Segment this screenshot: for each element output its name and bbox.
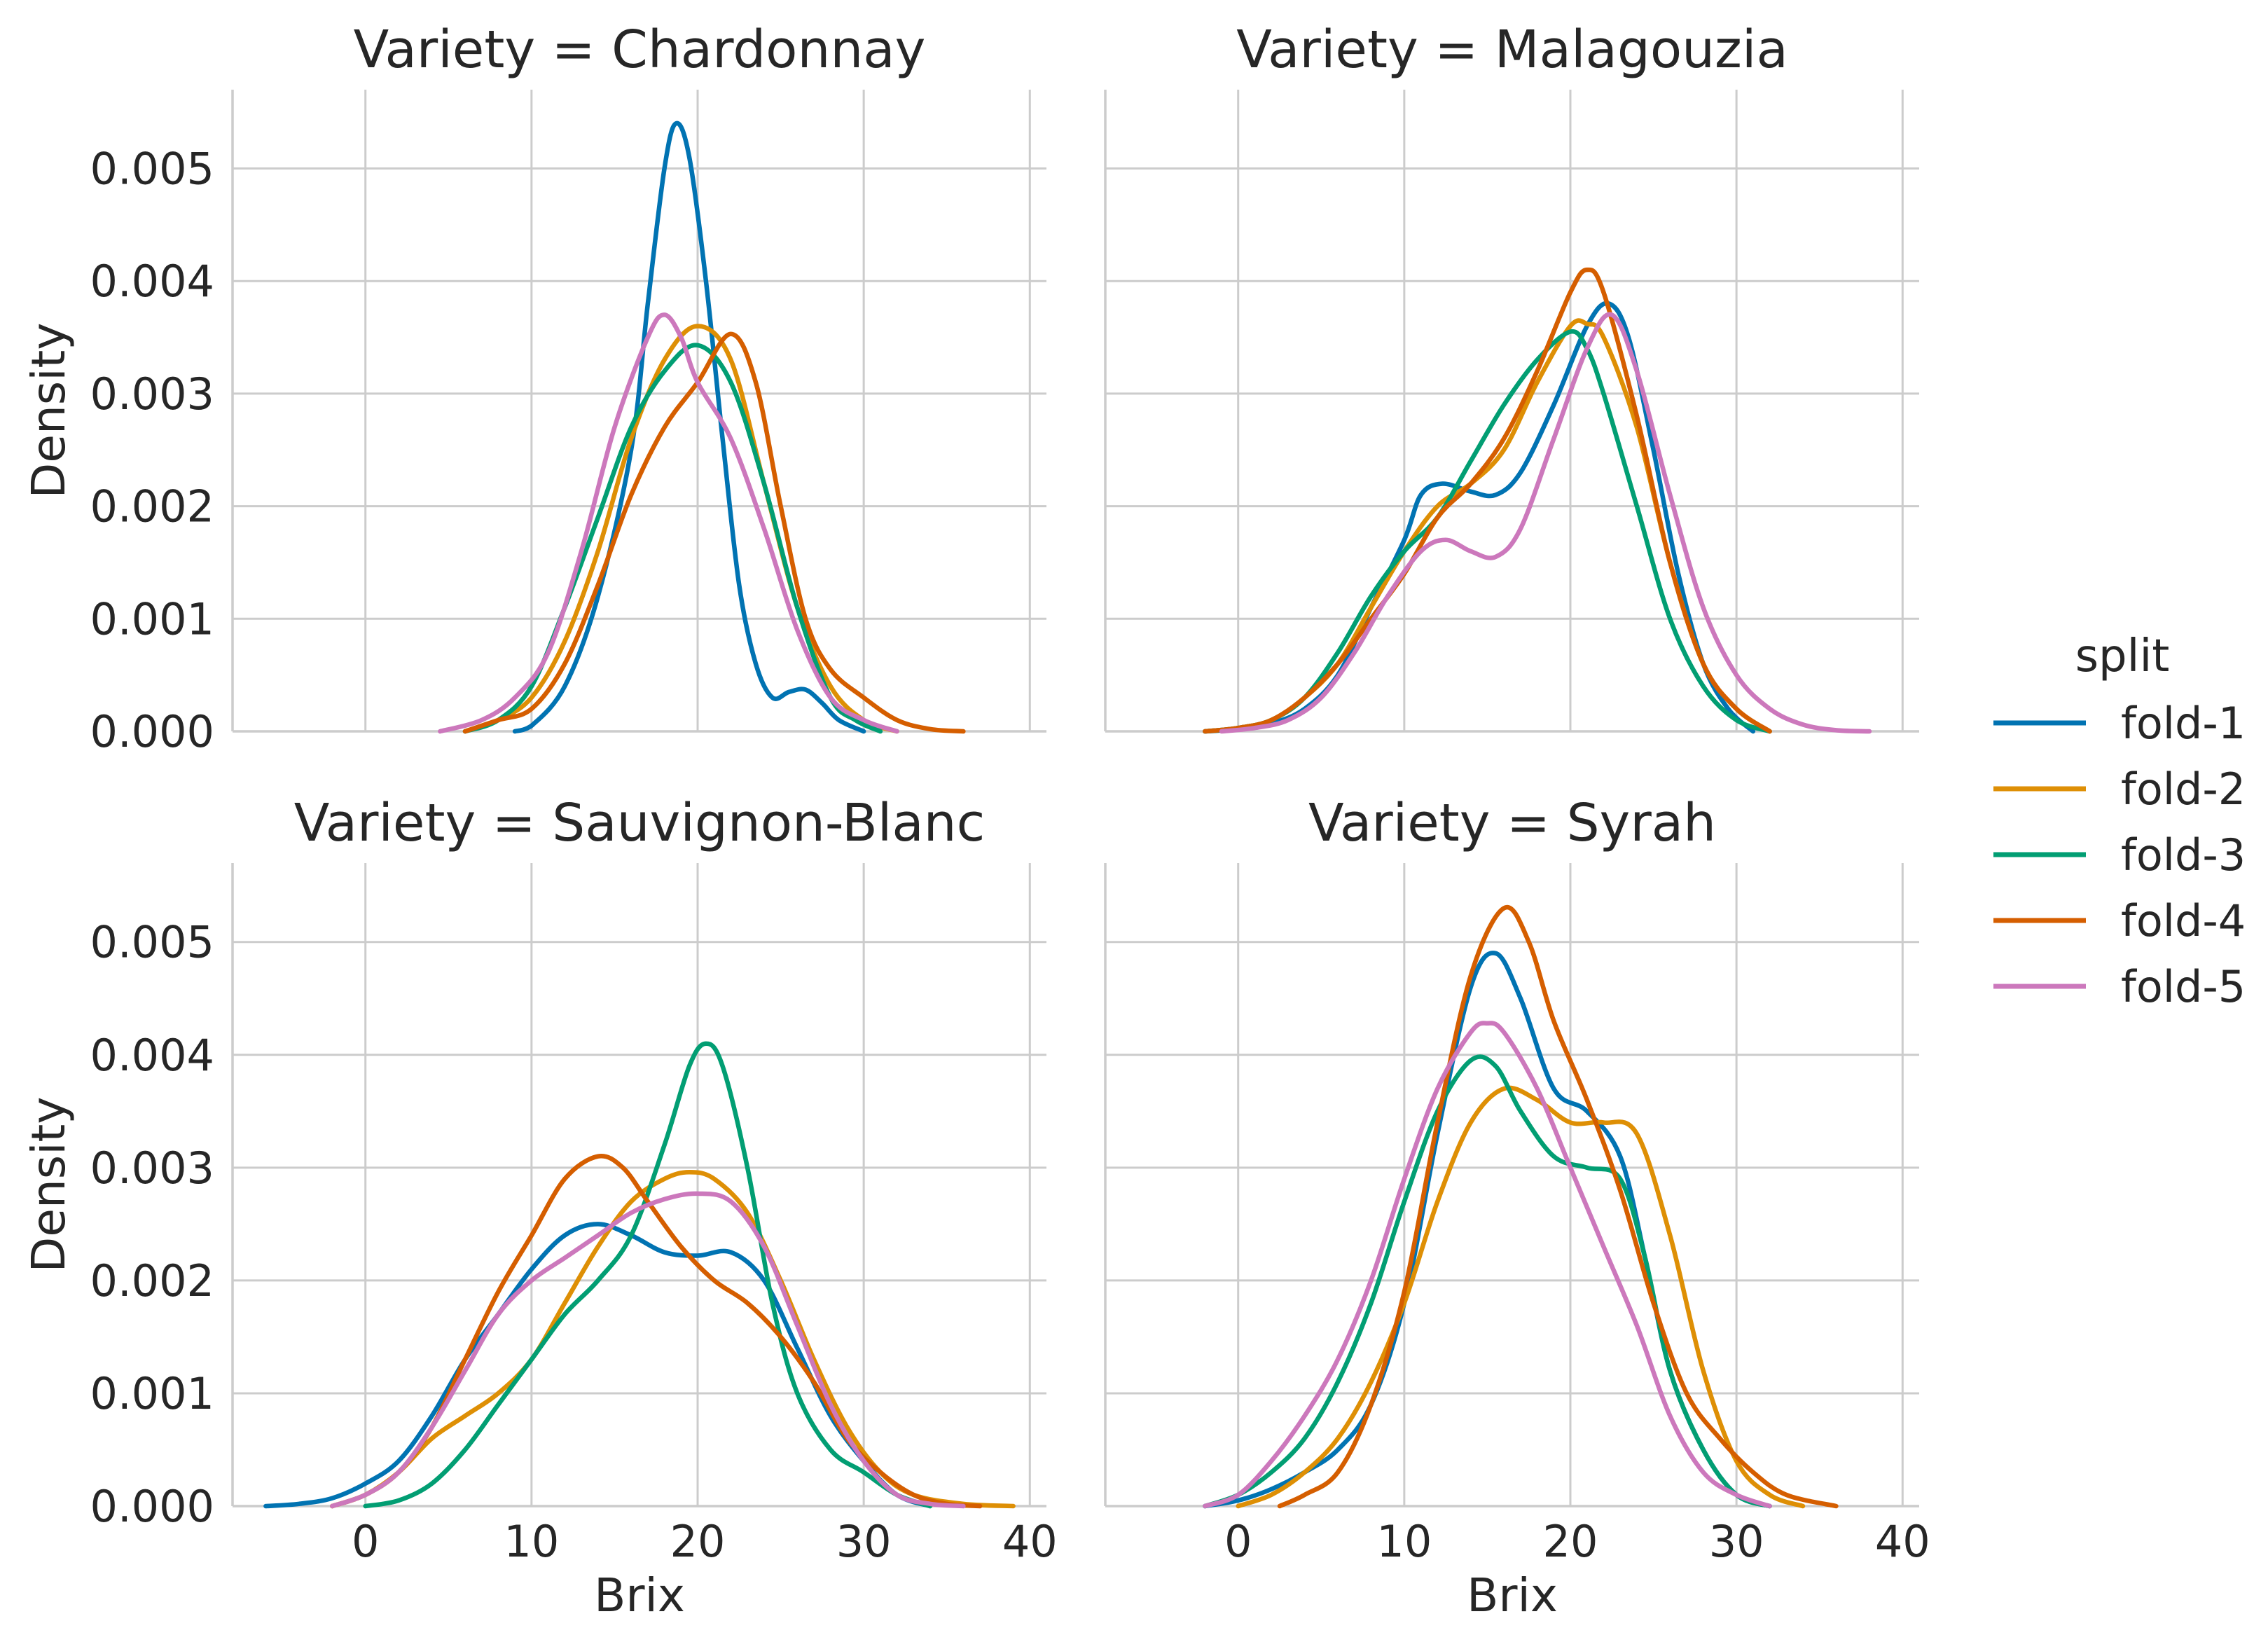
panel-title: Variety = Malagouzia — [1236, 20, 1788, 80]
legend-label-fold-3: fold-3 — [2121, 829, 2246, 881]
panel-4: Variety = Syrah 0 10 20 30 40 Brix — [1104, 793, 1930, 1622]
kde-curve-fold-1 — [1203, 951, 1772, 1509]
kde-curve-fold-3 — [1203, 329, 1772, 734]
x-tick-label: 30 — [1709, 1516, 1764, 1567]
y-axis-label: Density — [22, 1097, 76, 1273]
kde-curve-fold-2 — [330, 1170, 1016, 1509]
x-tick-label: 0 — [1224, 1516, 1252, 1567]
kde-curve-fold-2 — [1203, 318, 1772, 734]
x-tick-label: 20 — [1543, 1516, 1598, 1567]
panel-3: Variety = Sauvignon-Blanc 0.000 0.001 0.002… — [22, 793, 1058, 1622]
y-tick-label: 0.005 — [90, 917, 215, 968]
kde-curve-fold-5 — [1203, 1021, 1772, 1509]
panel-title: Variety = Syrah — [1308, 793, 1716, 853]
y-tick-label: 0.003 — [90, 1143, 215, 1194]
kde-curve-fold-4 — [1277, 904, 1839, 1509]
legend-label-fold-4: fold-4 — [2121, 895, 2246, 946]
kde-curve-fold-4 — [462, 331, 966, 734]
panel-title: Variety = Sauvignon-Blanc — [294, 793, 986, 853]
legend-label-fold-1: fold-1 — [2121, 698, 2246, 749]
y-tick-label: 0.001 — [90, 593, 215, 644]
y-tick-label: 0.000 — [90, 1481, 215, 1532]
kde-curve-fold-3 — [1203, 1054, 1772, 1509]
y-tick-label: 0.002 — [90, 1255, 215, 1306]
kde-curve-fold-5 — [1219, 312, 1872, 734]
y-axis-label: Density — [22, 323, 76, 499]
legend-label-fold-2: fold-2 — [2121, 764, 2246, 815]
kde-curve-fold-5 — [330, 1191, 966, 1509]
x-axis-label: Brix — [594, 1568, 685, 1622]
panel-1: Variety = Chardonnay 0.000 0.001 0.002 0.003… — [22, 20, 1046, 757]
y-tick-label: 0.005 — [90, 143, 215, 194]
kde-curve-fold-1 — [1203, 301, 1756, 734]
kde-curve-fold-4 — [330, 1153, 983, 1509]
x-tick-label: 20 — [670, 1516, 726, 1567]
legend-label-fold-5: fold-5 — [2121, 961, 2246, 1012]
kde-curve-fold-5 — [438, 312, 899, 734]
y-tick-label: 0.004 — [90, 256, 215, 307]
y-tick-label: 0.002 — [90, 481, 215, 532]
x-tick-label: 0 — [352, 1516, 379, 1567]
legend-title: split — [2075, 630, 2170, 682]
x-tick-label: 30 — [836, 1516, 892, 1567]
y-tick-label: 0.003 — [90, 368, 215, 420]
y-tick-label: 0.000 — [90, 706, 215, 757]
y-tick-label: 0.004 — [90, 1030, 215, 1081]
x-tick-label: 40 — [1002, 1516, 1058, 1567]
kde-curve-fold-3 — [363, 1041, 933, 1509]
x-tick-label: 10 — [1376, 1516, 1432, 1567]
x-axis-label: Brix — [1467, 1568, 1558, 1622]
kde-curve-fold-2 — [1236, 1085, 1806, 1509]
x-tick-label: 40 — [1875, 1516, 1930, 1567]
panel-title: Variety = Chardonnay — [354, 20, 926, 80]
kde-curve-fold-4 — [1203, 267, 1772, 734]
legend: split fold-1 fold-2 fold-3 fold-4 fold-5 — [1993, 630, 2246, 1012]
x-tick-label: 10 — [504, 1516, 559, 1567]
panel-2: Variety = Malagouzia — [1104, 20, 1919, 734]
y-tick-label: 0.001 — [90, 1368, 215, 1419]
